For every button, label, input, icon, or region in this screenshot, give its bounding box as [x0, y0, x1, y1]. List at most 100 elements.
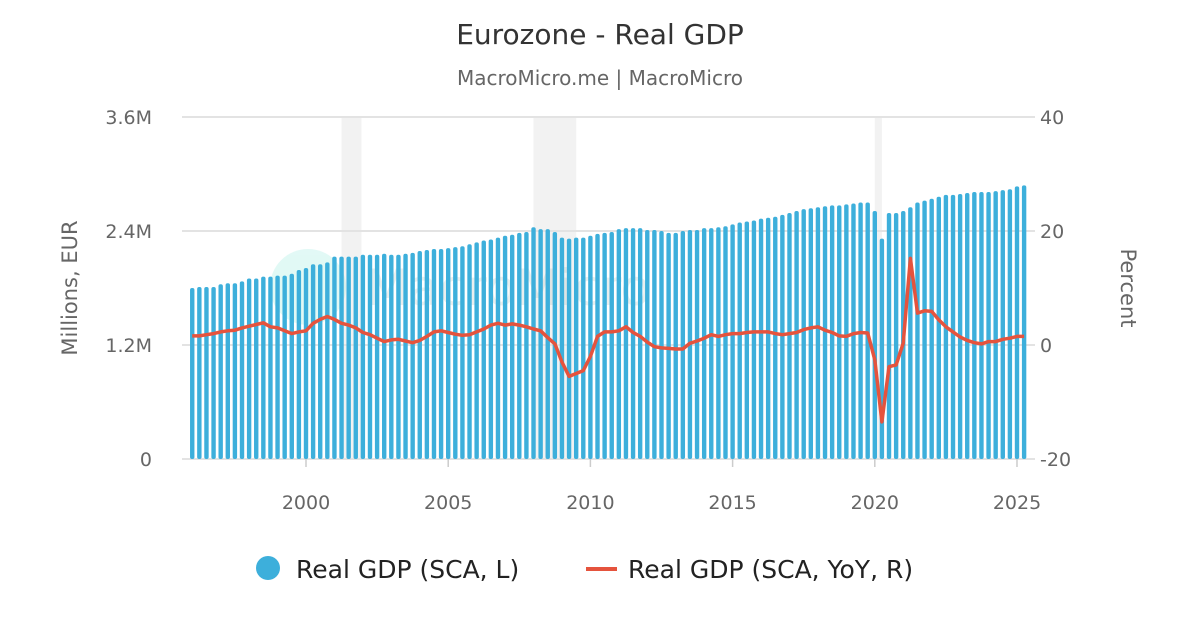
- gdp-bar: [339, 256, 344, 459]
- left-axis-label: Millions, EUR: [58, 220, 82, 355]
- right-tick-label: 0: [1040, 335, 1052, 357]
- gdp-bar: [524, 231, 529, 459]
- gdp-bar: [268, 276, 273, 459]
- gdp-bar: [403, 253, 408, 459]
- gdp-bar: [460, 246, 465, 459]
- gdp-bar: [965, 193, 970, 459]
- gdp-bar: [559, 237, 565, 459]
- gdp-bar: [858, 202, 863, 459]
- gdp-bar: [787, 212, 792, 459]
- gdp-bar: [986, 192, 991, 460]
- gdp-bar: [453, 247, 458, 459]
- gdp-bar: [915, 202, 920, 459]
- gdp-bar: [630, 228, 636, 459]
- gdp-bar: [296, 269, 302, 459]
- gdp-bar: [609, 231, 614, 459]
- gdp-bar: [886, 212, 892, 459]
- gdp-bar: [275, 275, 280, 459]
- gdp-bar: [424, 250, 430, 459]
- gdp-bar: [851, 203, 856, 459]
- legend-item-yoy[interactable]: Real GDP (SCA, YoY, R): [586, 555, 913, 584]
- gdp-bar: [922, 200, 927, 459]
- watermark-text: MacroMicro: [365, 259, 651, 317]
- gdp-bar: [389, 254, 394, 459]
- gdp-bar: [467, 244, 472, 459]
- right-tick-label: 20: [1040, 221, 1064, 243]
- legend-circle-icon: [256, 556, 280, 580]
- gdp-bar: [374, 254, 380, 459]
- gdp-bar: [1014, 186, 1020, 459]
- gdp-bar: [531, 227, 536, 459]
- gdp-bar: [744, 221, 750, 459]
- gdp-bar: [211, 287, 216, 459]
- gdp-bar: [588, 235, 593, 459]
- gdp-bar: [310, 264, 316, 459]
- right-tick-label: -20: [1040, 449, 1071, 471]
- gdp-bar: [865, 202, 870, 459]
- gdp-bar: [808, 208, 814, 459]
- gdp-bar: [765, 217, 771, 459]
- left-tick-label: 3.6M: [105, 107, 152, 129]
- gdp-bar: [581, 237, 586, 459]
- x-tick-label: 2020: [851, 492, 899, 514]
- x-axis: 2000 2005 2010 2015 2020 2025: [282, 459, 1041, 514]
- legend-label-yoy: Real GDP (SCA, YoY, R): [628, 555, 913, 584]
- gdp-bar: [502, 235, 508, 459]
- gdp-bar: [723, 226, 728, 459]
- gdp-bar: [801, 209, 806, 459]
- yoy-line: [192, 256, 1025, 424]
- gdp-bar: [360, 254, 366, 459]
- gdp-bar: [908, 207, 913, 459]
- gdp-bar: [780, 214, 785, 459]
- gdp-bar: [218, 284, 223, 459]
- gdp-bar: [837, 205, 842, 459]
- gdp-bar: [659, 231, 664, 459]
- gdp-bar: [737, 222, 742, 459]
- gdp-bar: [701, 228, 707, 459]
- x-tick-label: 2000: [282, 492, 330, 514]
- left-tick-label: 1.2M: [105, 335, 152, 357]
- gdp-bar: [495, 237, 501, 459]
- gdp-bar: [1007, 189, 1013, 459]
- gdp-bar: [566, 238, 572, 459]
- x-tick-label: 2015: [708, 492, 756, 514]
- bar-series: [190, 185, 1027, 460]
- gdp-bar: [1000, 190, 1005, 459]
- gdp-bar: [353, 256, 358, 459]
- gdp-bar: [488, 239, 494, 459]
- gdp-bar: [538, 229, 543, 459]
- gdp-bar: [815, 207, 821, 459]
- gdp-bar: [204, 287, 209, 459]
- gdp-bar: [972, 192, 977, 460]
- gdp-bar: [190, 288, 195, 459]
- gdp-bar: [232, 283, 238, 459]
- gdp-bar: [481, 240, 486, 459]
- gdp-bar: [346, 256, 351, 459]
- right-tick-label: 40: [1040, 107, 1064, 129]
- gdp-bar: [382, 253, 387, 459]
- gridlines: [182, 116, 1035, 460]
- gdp-bar: [318, 264, 323, 459]
- gdp-bar: [652, 230, 657, 459]
- gdp-bar: [730, 224, 735, 459]
- gdp-bar: [794, 211, 799, 459]
- legend-item-gdp[interactable]: Real GDP (SCA, L): [256, 555, 519, 584]
- gdp-bar: [979, 192, 984, 460]
- gdp-bar: [773, 216, 778, 459]
- gdp-bar: [446, 248, 451, 459]
- gdp-bar: [716, 227, 721, 459]
- right-axis-label: Percent: [1116, 248, 1140, 327]
- gdp-bar: [438, 249, 444, 459]
- recession-band: [874, 117, 882, 459]
- right-axis: -20 0 20 40: [1040, 107, 1071, 471]
- x-tick-label: 2025: [993, 492, 1041, 514]
- left-axis: 0 1.2M 2.4M 3.6M: [105, 107, 152, 471]
- gdp-bar: [332, 256, 337, 459]
- gdp-bar: [936, 196, 941, 460]
- chart-subtitle: MacroMicro.me | MacroMicro: [457, 66, 743, 90]
- gdp-bar: [694, 230, 700, 459]
- gdp-bar: [673, 232, 678, 459]
- gdp-bar: [993, 191, 998, 459]
- gdp-bar: [246, 278, 252, 459]
- gdp-bar: [872, 211, 877, 459]
